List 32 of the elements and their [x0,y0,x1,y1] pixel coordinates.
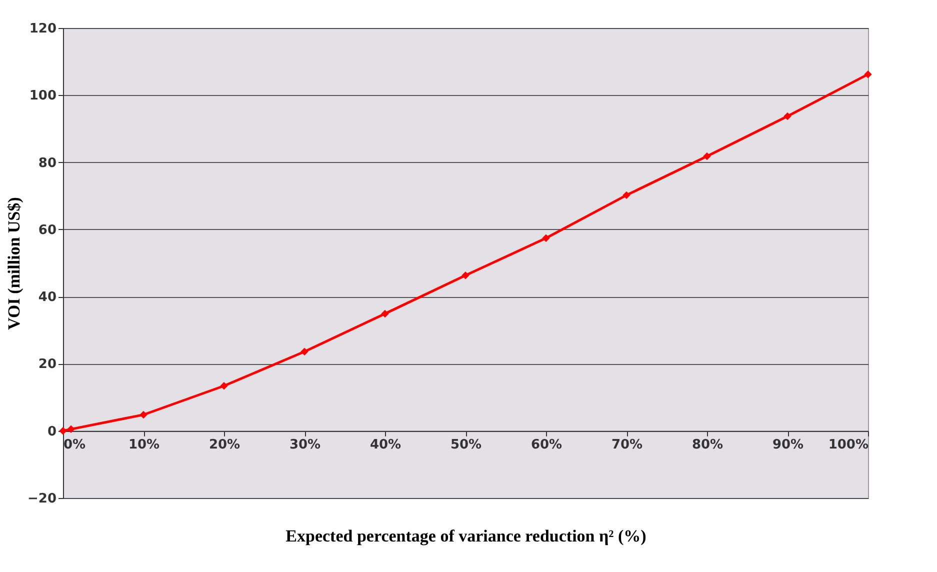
y-tick-label: 120 [29,22,56,36]
point [864,70,872,78]
x-tick-label: 50% [450,437,482,452]
y-tick-label: 100 [29,88,56,104]
point [462,272,470,280]
point [140,410,148,419]
x-axis-title: Expected percentage of variance reduction η² (%) [286,526,646,546]
point [542,234,550,242]
x-tick-label: 40% [370,437,402,452]
x-tick-label: 0% [64,437,86,452]
point [220,382,228,390]
x-tick-label: 10% [128,437,160,452]
point [784,112,792,120]
x-tick-label: 20% [208,437,240,452]
point [300,348,308,356]
x-tick-label: 100% [828,437,868,452]
y-tick-label: 40 [38,290,56,306]
point [67,425,75,434]
x-tick-label: 90% [772,437,804,452]
point [381,310,389,318]
x-tick-label: 30% [289,437,321,452]
x-tick-label: 60% [530,437,562,452]
point [703,152,711,160]
y-tick-label: 60 [38,222,56,238]
point [622,191,630,200]
x-tick-label: 80% [692,437,724,452]
y-tick-label: 0 [47,424,56,440]
y-tick-label: −20 [28,492,56,506]
y-axis-title: VOI (million US$) [4,197,24,330]
y-tick-label: 20 [38,357,56,372]
x-tick-label: 70% [611,437,643,452]
y-tick-label: 80 [38,156,56,171]
